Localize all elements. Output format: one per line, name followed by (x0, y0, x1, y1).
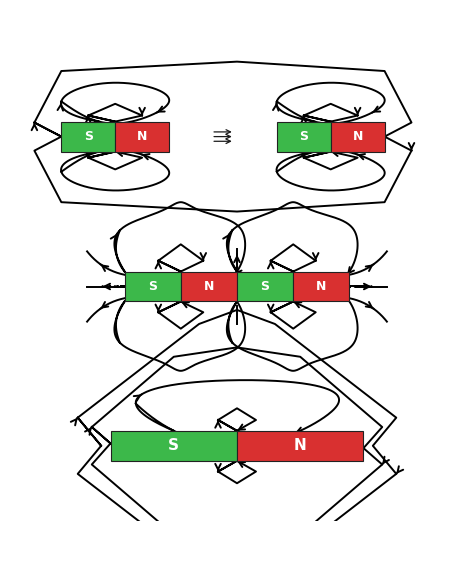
Text: S: S (168, 438, 179, 453)
Bar (293, 272, 349, 301)
Bar (277, 121, 331, 152)
Text: S: S (148, 280, 157, 293)
Bar (115, 121, 169, 152)
Bar (331, 121, 384, 152)
Bar (237, 431, 364, 461)
Text: S: S (84, 130, 93, 143)
Bar (110, 431, 237, 461)
Bar (61, 121, 115, 152)
Bar (237, 272, 293, 301)
Text: S: S (261, 280, 270, 293)
Text: N: N (316, 280, 327, 293)
Bar (181, 272, 237, 301)
Text: S: S (299, 130, 308, 143)
Text: N: N (137, 130, 147, 143)
Text: N: N (353, 130, 363, 143)
Bar (125, 272, 181, 301)
Text: N: N (294, 438, 307, 453)
Text: N: N (204, 280, 214, 293)
